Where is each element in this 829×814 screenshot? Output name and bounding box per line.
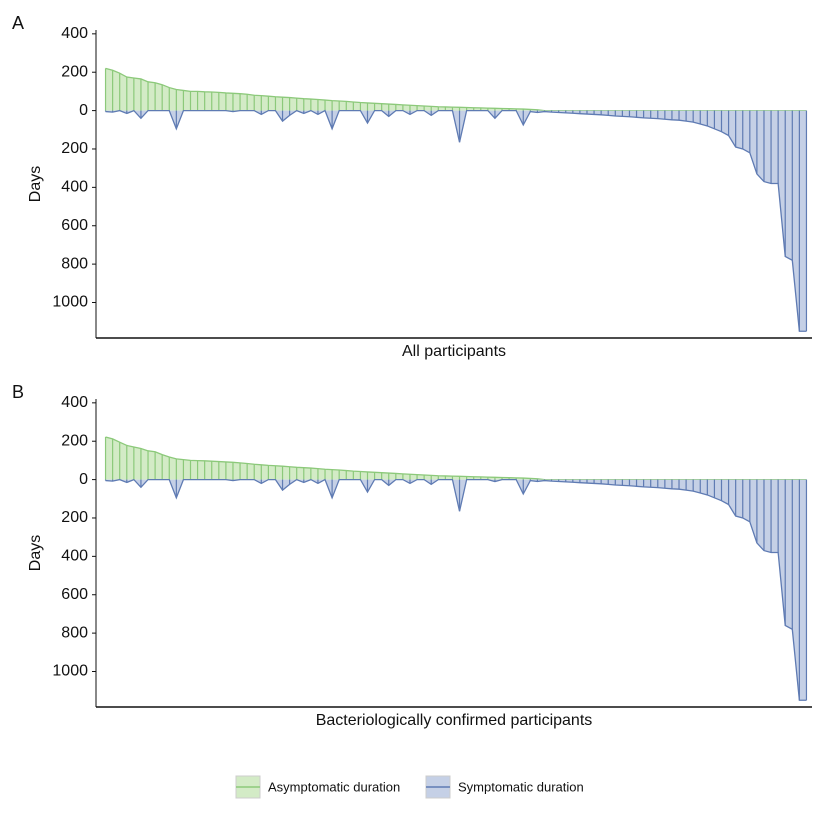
y-tick-label: 200 xyxy=(61,63,88,80)
duration-area xyxy=(105,68,807,111)
y-tick-label: 400 xyxy=(61,548,88,565)
legend-label: Asymptomatic duration xyxy=(268,779,400,794)
panel-label: B xyxy=(12,382,24,402)
x-axis-label: All participants xyxy=(402,343,506,360)
duration-area xyxy=(105,110,807,332)
duration-outline xyxy=(105,478,807,701)
y-tick-label: 200 xyxy=(61,432,88,449)
y-tick-label: 800 xyxy=(61,624,88,641)
y-tick-label: 400 xyxy=(61,394,88,411)
y-axis-label: Days xyxy=(27,535,44,571)
y-tick-label: 1000 xyxy=(52,663,88,680)
duration-area xyxy=(105,436,807,480)
y-tick-label: 800 xyxy=(61,255,88,272)
duration-area xyxy=(105,479,807,701)
duration-outline xyxy=(105,436,807,481)
legend-label: Symptomatic duration xyxy=(458,779,584,794)
y-tick-label: 0 xyxy=(79,102,88,119)
duration-outline xyxy=(105,109,807,332)
duration-outline xyxy=(105,67,807,112)
y-tick-label: 600 xyxy=(61,586,88,603)
x-axis-label: Bacteriologically confirmed participants xyxy=(316,712,593,729)
y-tick-label: 400 xyxy=(61,179,88,196)
y-axis-label: Days xyxy=(27,166,44,202)
panel-label: A xyxy=(12,13,24,33)
y-tick-label: 400 xyxy=(61,25,88,42)
y-tick-label: 600 xyxy=(61,217,88,234)
y-tick-label: 1000 xyxy=(52,294,88,311)
y-tick-label: 200 xyxy=(61,140,88,157)
y-tick-label: 200 xyxy=(61,509,88,526)
y-tick-label: 0 xyxy=(79,471,88,488)
